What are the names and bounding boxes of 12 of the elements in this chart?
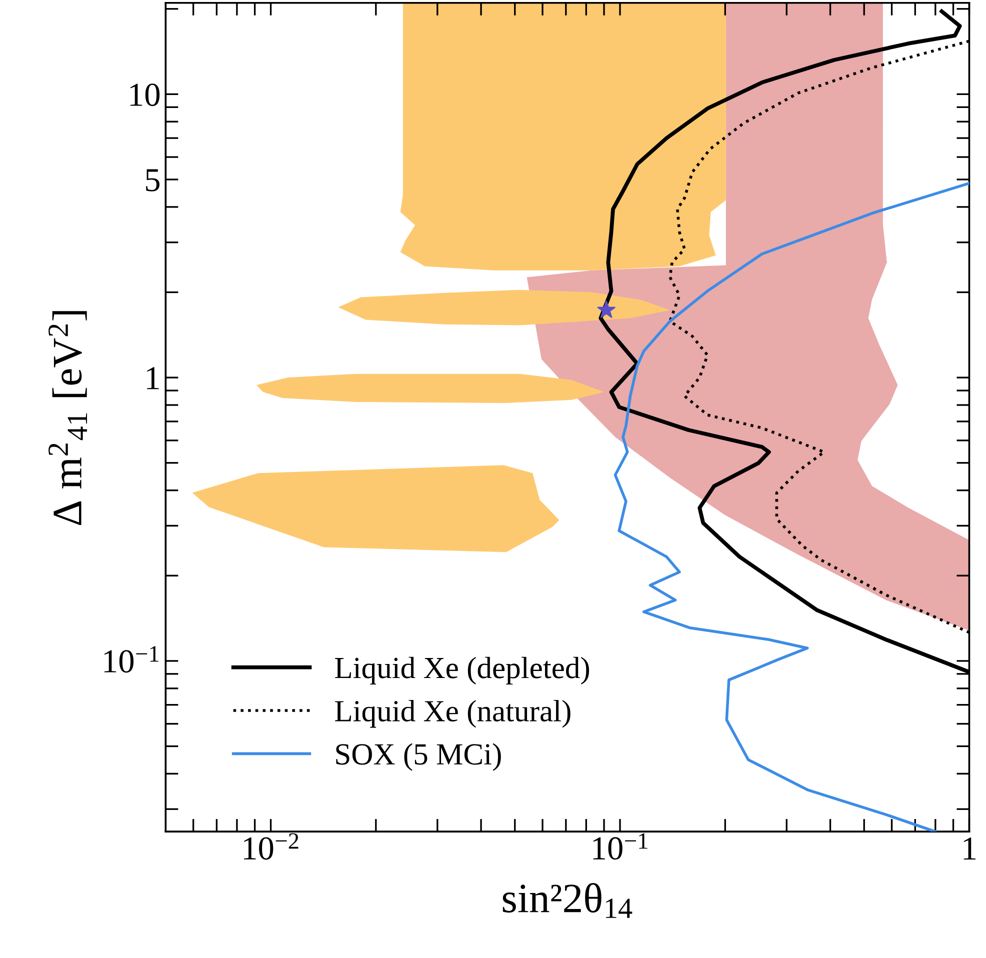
x-tick-label: 10$^{−2}$ <box>244 833 298 860</box>
y-tick-label: 10$^{−1}$ <box>104 646 158 673</box>
y-axis-title: Δ m$^{2}$$_{41}$ [eV$^{2}$] <box>48 311 87 525</box>
legend-label: SOX (5 MCi) <box>336 743 501 771</box>
y-tick-label: 1 <box>147 367 159 390</box>
x-axis-title: sin²2θ$_{14}$ <box>502 883 632 918</box>
y-tick-label: 5 <box>146 169 160 192</box>
legend-label: Liquid Xe (natural) <box>335 700 570 728</box>
x-tick-label: 10$^{−1}$ <box>593 833 648 860</box>
x-tick-label: 1 <box>964 838 976 860</box>
y-tick-label: 10 <box>130 84 160 106</box>
legend-label: Liquid Xe (depleted) <box>335 656 590 685</box>
